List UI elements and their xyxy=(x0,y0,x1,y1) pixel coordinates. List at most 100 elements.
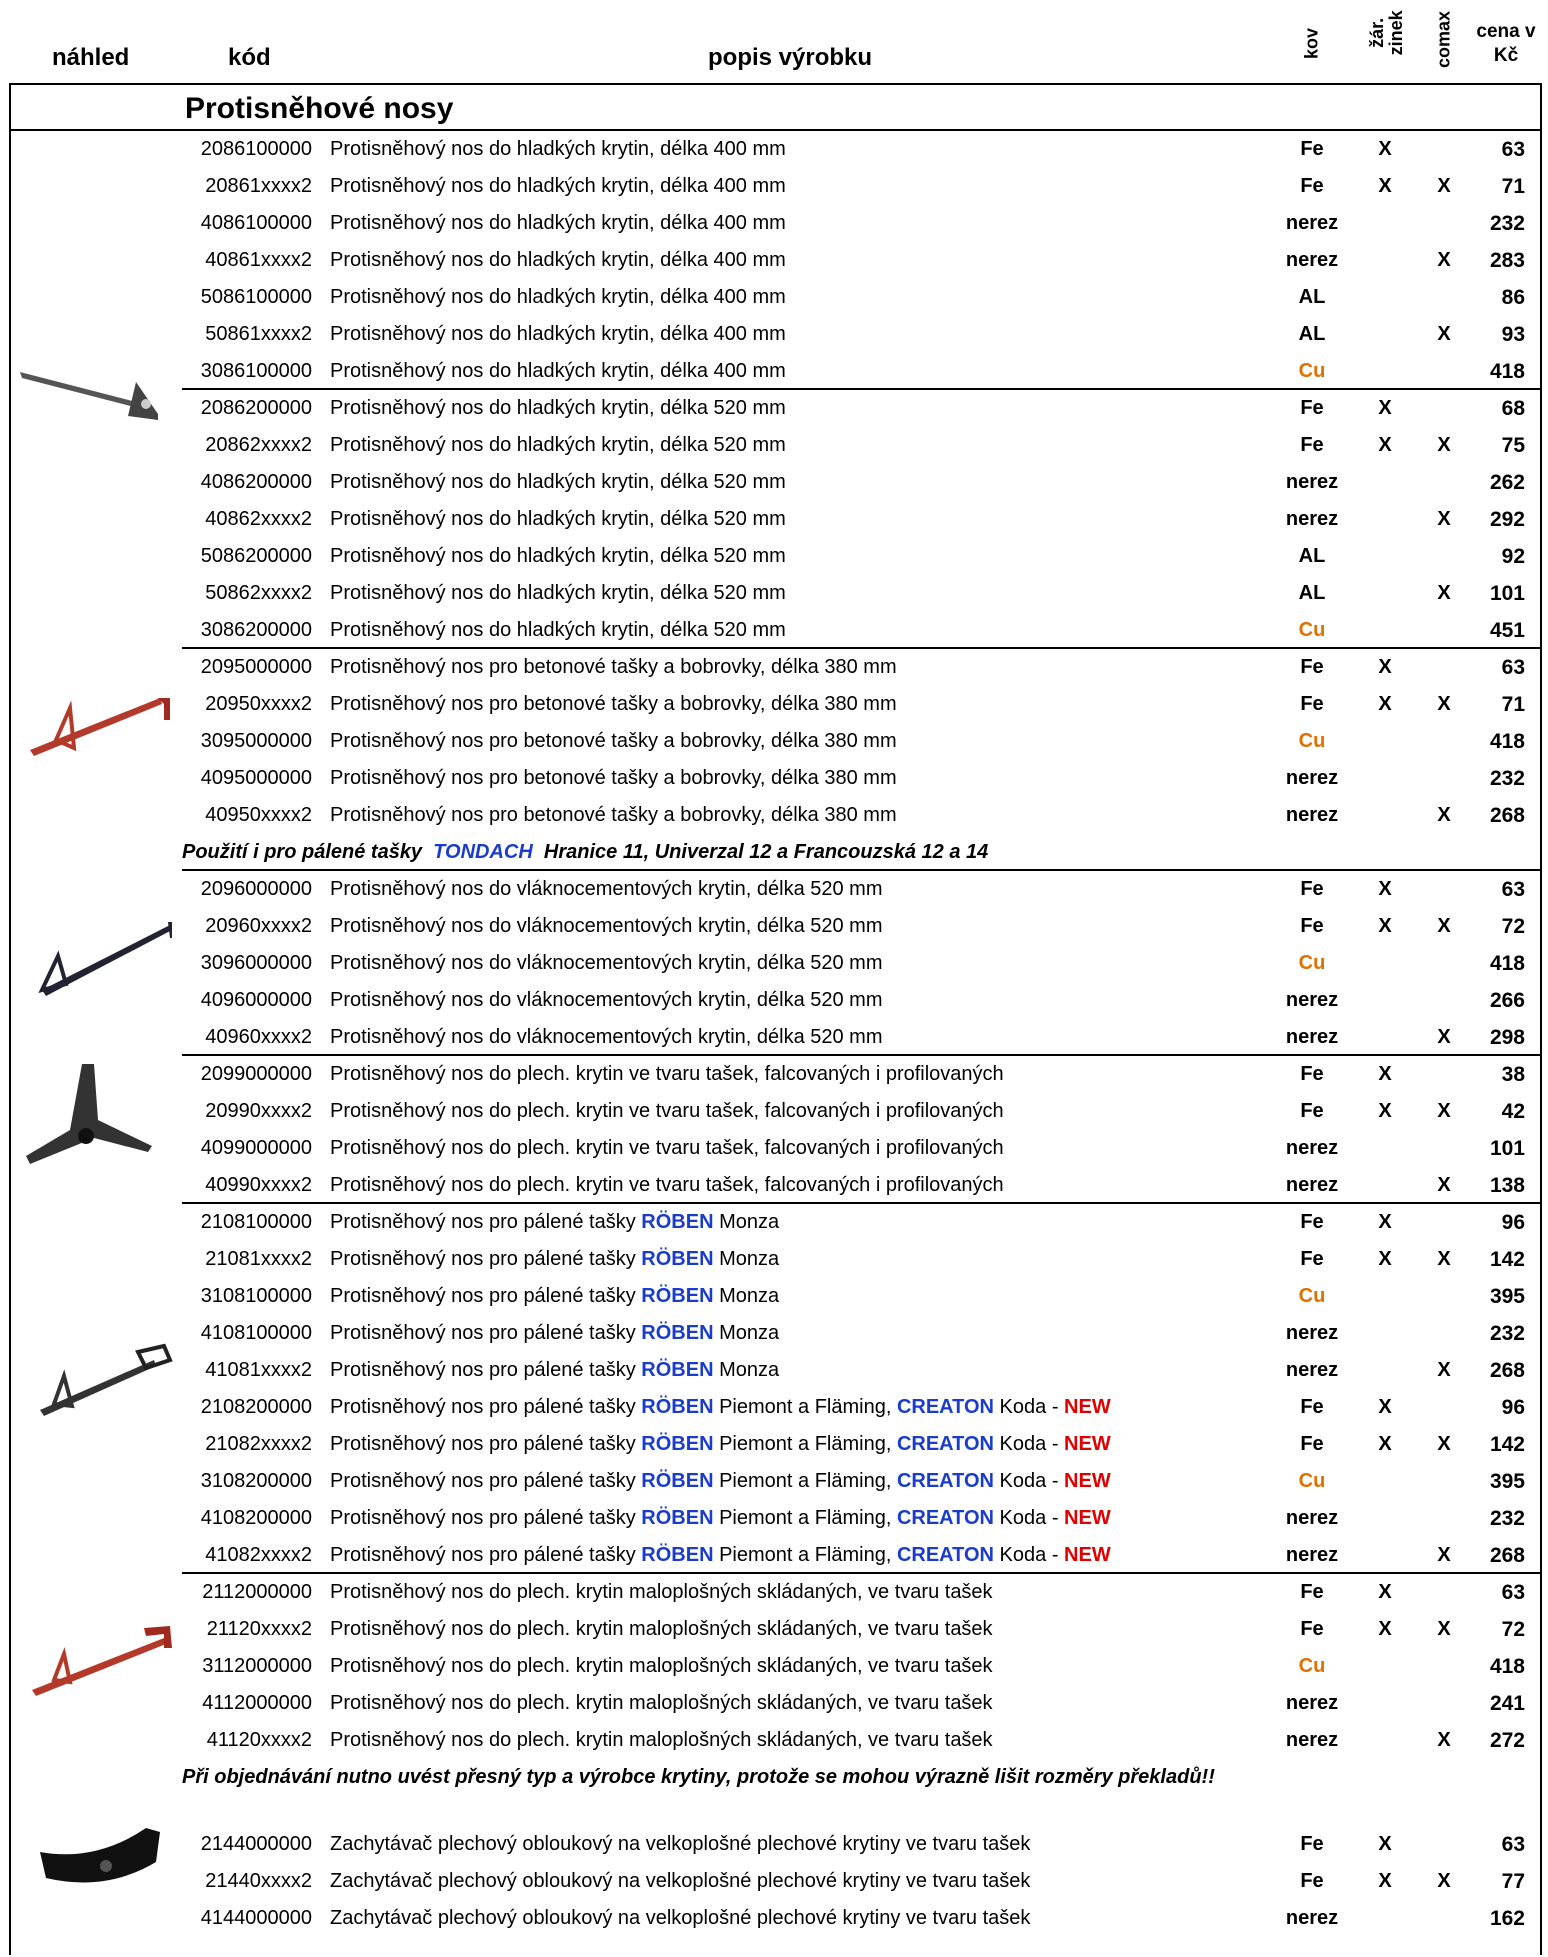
zinc-mark: X xyxy=(1378,175,1392,197)
zinc-mark: X xyxy=(1378,1618,1392,1640)
highlight: RÖBEN xyxy=(641,1396,714,1418)
product-image xyxy=(30,698,170,756)
comax-mark: X xyxy=(1437,434,1451,456)
text: Protisněhový nos pro pálené tašky xyxy=(330,1544,642,1566)
row-rule xyxy=(182,1054,1540,1056)
row-rule xyxy=(182,388,1540,390)
code: 3108200000 xyxy=(200,1470,312,1492)
text: Protisněhový nos pro pálené tašky xyxy=(330,1396,642,1418)
price: 268 xyxy=(1489,1544,1525,1567)
zinc-mark: X xyxy=(1378,434,1392,456)
zinc-mark: X xyxy=(1378,138,1392,160)
metal: nerez xyxy=(1285,212,1339,234)
description: Protisněhový nos pro pálené tašky RÖBEN … xyxy=(330,1212,779,1232)
text: Protisněhový nos pro pálené tašky xyxy=(330,1507,642,1529)
col-header: žár. zinek xyxy=(1367,10,1406,56)
price: 266 xyxy=(1489,989,1525,1012)
code: 4099000000 xyxy=(200,1137,312,1159)
code: 50861xxxx2 xyxy=(205,323,312,345)
text: Protisněhový nos pro pálené tašky xyxy=(330,1285,642,1307)
code: 21440xxxx2 xyxy=(205,1870,312,1892)
metal: nerez xyxy=(1285,249,1339,271)
code: 40862xxxx2 xyxy=(205,508,312,530)
highlight: TONDACH xyxy=(433,841,533,863)
description: Protisněhový nos do plech. krytin malopl… xyxy=(330,1581,993,1603)
code: 3096000000 xyxy=(200,952,312,974)
text: Piemont a Fläming, xyxy=(713,1470,897,1492)
price: 418 xyxy=(1489,1655,1525,1678)
price: 42 xyxy=(1501,1100,1525,1123)
metal: Fe xyxy=(1300,1433,1324,1455)
description: Protisněhový nos do plech. krytin malopl… xyxy=(330,1729,993,1751)
metal: nerez xyxy=(1285,989,1339,1011)
price: 86 xyxy=(1501,286,1525,309)
description: Protisněhový nos do hladkých krytin, dél… xyxy=(330,286,786,308)
code: 41082xxxx2 xyxy=(205,1544,312,1566)
zinc-mark: X xyxy=(1378,878,1392,900)
code: 4086100000 xyxy=(200,212,312,234)
metal: AL xyxy=(1298,545,1326,567)
description: Protisněhový nos pro pálené tašky RÖBEN … xyxy=(330,1360,779,1380)
description: Protisněhový nos pro betonové tašky a bo… xyxy=(330,804,897,826)
highlight: RÖBEN xyxy=(641,1211,714,1233)
metal: Fe xyxy=(1300,1211,1324,1233)
highlight: CREATON xyxy=(896,1470,994,1492)
comax-mark: X xyxy=(1437,323,1451,345)
metal: nerez xyxy=(1285,1692,1339,1714)
note: Použití i pro pálené tašky TONDACH Hrani… xyxy=(182,842,988,862)
highlight: RÖBEN xyxy=(641,1248,714,1270)
code: 50862xxxx2 xyxy=(205,582,312,604)
price: 92 xyxy=(1501,545,1525,568)
description: Protisněhový nos do vláknocementových kr… xyxy=(330,952,883,974)
metal: Fe xyxy=(1300,1100,1324,1122)
description: Protisněhový nos do hladkých krytin, dél… xyxy=(330,582,786,604)
text: Protisněhový nos pro pálené tašky xyxy=(330,1470,642,1492)
code: 40950xxxx2 xyxy=(205,804,312,826)
metal: Fe xyxy=(1300,138,1324,160)
price: 72 xyxy=(1501,915,1525,938)
code: 2086200000 xyxy=(200,397,312,419)
metal: Fe xyxy=(1300,434,1324,456)
col-header: kov xyxy=(1301,27,1322,59)
price: 268 xyxy=(1489,804,1525,827)
description: Protisněhový nos pro pálené tašky RÖBEN … xyxy=(330,1508,1111,1528)
text: Monza xyxy=(713,1322,780,1344)
text: Protisněhový nos pro pálené tašky xyxy=(330,1359,642,1381)
zinc-mark: X xyxy=(1378,1581,1392,1603)
text: Koda - xyxy=(994,1544,1065,1566)
price: 101 xyxy=(1489,582,1525,605)
highlight: NEW xyxy=(1064,1396,1111,1418)
comax-mark: X xyxy=(1437,1100,1451,1122)
highlight: CREATON xyxy=(896,1433,994,1455)
metal: nerez xyxy=(1285,1359,1339,1381)
description: Protisněhový nos pro pálené tašky RÖBEN … xyxy=(330,1434,1111,1454)
code: 40990xxxx2 xyxy=(205,1174,312,1196)
description: Protisněhový nos do hladkých krytin, dél… xyxy=(330,212,786,234)
description: Protisněhový nos do hladkých krytin, dél… xyxy=(330,545,786,567)
zinc-mark: X xyxy=(1378,1870,1392,1892)
price: 71 xyxy=(1501,693,1525,716)
product-image xyxy=(40,1343,173,1416)
price: 232 xyxy=(1489,212,1525,235)
code: 21081xxxx2 xyxy=(205,1248,312,1270)
zinc-mark: X xyxy=(1378,1248,1392,1270)
description: Protisněhový nos do hladkých krytin, dél… xyxy=(330,508,786,530)
metal: Cu xyxy=(1298,1285,1326,1307)
comax-mark: X xyxy=(1437,1359,1451,1381)
text: Hranice 11, Univerzal 12 a Francouzská 1… xyxy=(532,841,989,863)
comax-mark: X xyxy=(1437,1544,1451,1566)
code: 3095000000 xyxy=(200,730,312,752)
zinc-mark: X xyxy=(1378,1211,1392,1233)
price: 162 xyxy=(1489,1907,1525,1930)
description: Protisněhový nos do hladkých krytin, dél… xyxy=(330,619,786,641)
price: 232 xyxy=(1489,1507,1525,1530)
row-rule xyxy=(182,1572,1540,1574)
text: Při objednávání nutno uvést přesný typ a… xyxy=(182,1766,1215,1788)
description: Protisněhový nos do plech. krytin malopl… xyxy=(330,1692,993,1714)
code: 4144000000 xyxy=(200,1907,312,1929)
highlight: RÖBEN xyxy=(641,1470,714,1492)
price: 241 xyxy=(1489,1692,1525,1715)
metal: AL xyxy=(1298,323,1326,345)
metal: Fe xyxy=(1300,1618,1324,1640)
text: Piemont a Fläming, xyxy=(713,1433,897,1455)
